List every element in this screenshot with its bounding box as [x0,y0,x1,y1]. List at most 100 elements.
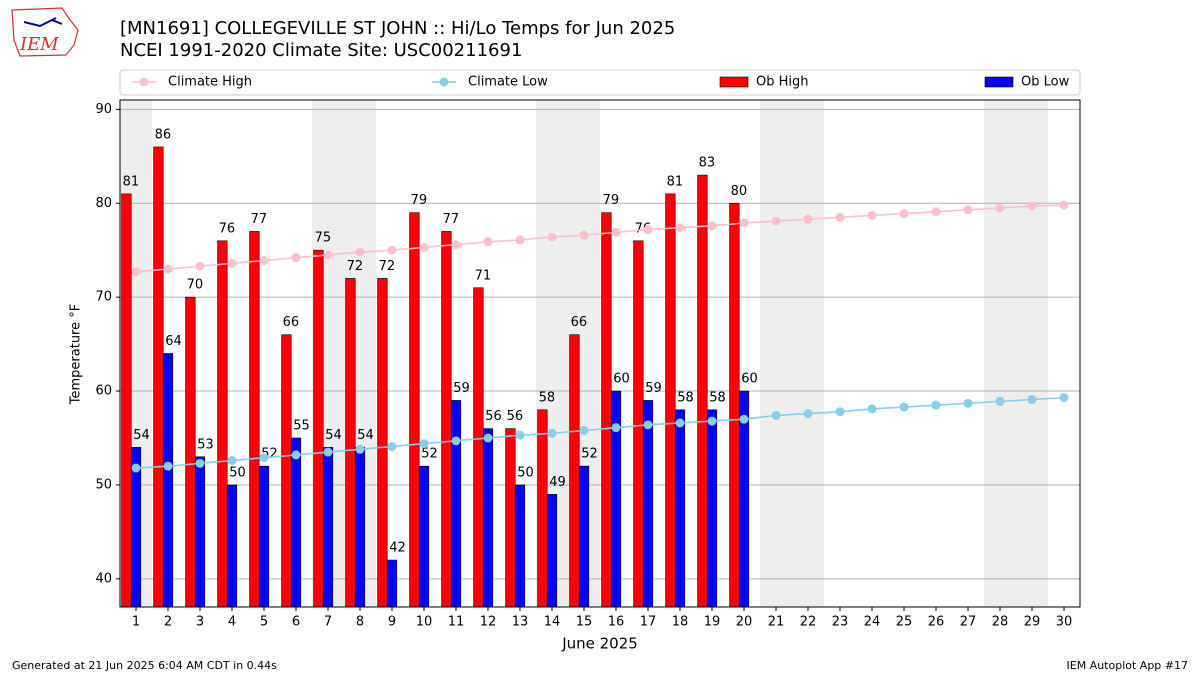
climate-point [419,439,429,449]
x-tick-label: 18 [672,615,689,630]
climate-point [291,253,301,263]
value-label: 54 [325,428,342,443]
bar [633,240,644,608]
legend-marker [439,77,449,87]
x-tick-label: 10 [416,615,433,630]
x-tick-label: 15 [576,615,593,630]
legend-marker [139,77,149,87]
value-label: 60 [741,372,758,387]
climate-point [195,261,205,271]
value-label: 52 [421,447,438,462]
x-tick-label: 24 [864,615,881,630]
climate-point [867,404,877,414]
x-tick-label: 23 [832,615,849,630]
y-tick-label: 60 [95,384,112,399]
climate-point [419,242,429,252]
value-label: 75 [315,231,332,246]
weekend-band [792,100,824,607]
bar [194,456,206,608]
bar [706,409,718,608]
value-label: 72 [379,259,396,274]
climate-point [963,205,973,215]
climate-point [995,203,1005,213]
climate-point [899,402,909,412]
legend-label: Climate Low [468,75,548,90]
value-label: 56 [507,409,524,424]
legend-patch [719,76,749,88]
climate-point [163,264,173,274]
x-tick-label: 1 [132,615,140,630]
climate-point [835,212,845,222]
bar [258,465,270,608]
value-label: 55 [293,419,310,434]
logo-outline [11,7,79,57]
value-label: 79 [411,193,428,208]
value-label: 71 [475,268,492,283]
climate-point [1059,393,1069,403]
x-tick-label: 3 [196,615,204,630]
y-axis-label: Temperature °F [69,304,84,405]
climate-point [771,410,781,420]
climate-point [995,396,1005,406]
value-label: 59 [645,381,662,396]
climate-point [579,230,589,240]
value-label: 58 [709,390,726,405]
value-label: 52 [581,447,598,462]
value-label: 72 [347,259,364,274]
x-tick-label: 20 [736,615,753,630]
bar [409,212,420,608]
bar [569,334,580,608]
chart-title: [MN1691] COLLEGEVILLE ST JOHN :: Hi/Lo T… [120,18,675,39]
value-label: 70 [187,278,204,293]
bar [153,146,164,608]
x-tick-label: 6 [292,615,300,630]
climate-point [1027,201,1037,211]
bar [281,334,292,608]
x-tick-label: 12 [480,615,497,630]
value-label: 64 [165,334,182,349]
value-label: 79 [603,193,620,208]
climate-point [963,398,973,408]
climate-point [1059,200,1069,210]
x-tick-label: 25 [896,615,913,630]
x-tick-label: 7 [324,615,332,630]
value-label: 56 [485,409,502,424]
value-label: 66 [283,315,300,330]
footer-left: Generated at 21 Jun 2025 6:04 AM CDT in … [12,659,277,672]
x-tick-label: 17 [640,615,657,630]
x-tick-label: 8 [356,615,364,630]
climate-point [547,428,557,438]
value-label: 60 [613,372,630,387]
bar [386,559,398,608]
bar [697,174,708,608]
climate-point [547,232,557,242]
climate-point [131,267,141,277]
legend-label: Ob Low [1021,75,1070,90]
value-label: 59 [453,381,470,396]
value-label: 58 [677,390,694,405]
value-label: 86 [155,127,172,142]
climate-point [579,425,589,435]
climate-point [387,441,397,451]
climate-point [611,227,621,237]
climate-point [611,423,621,433]
bar [482,428,494,608]
y-tick-label: 90 [95,102,112,117]
x-axis-label: June 2025 [561,635,638,653]
climate-point [739,414,749,424]
climate-point [259,256,269,266]
y-tick-label: 80 [95,196,112,211]
climate-point [803,214,813,224]
bar [418,465,430,608]
chart-subtitle: NCEI 1991-2020 Climate Site: USC00211691 [120,40,522,61]
bar [290,437,302,608]
climate-point [323,447,333,457]
climate-point [323,250,333,260]
bar [313,249,324,608]
climate-point [707,221,717,231]
climate-point [835,407,845,417]
climate-point [387,245,397,255]
value-label: 53 [197,437,214,452]
logo-text: IEM [19,34,59,55]
bar [185,296,196,608]
